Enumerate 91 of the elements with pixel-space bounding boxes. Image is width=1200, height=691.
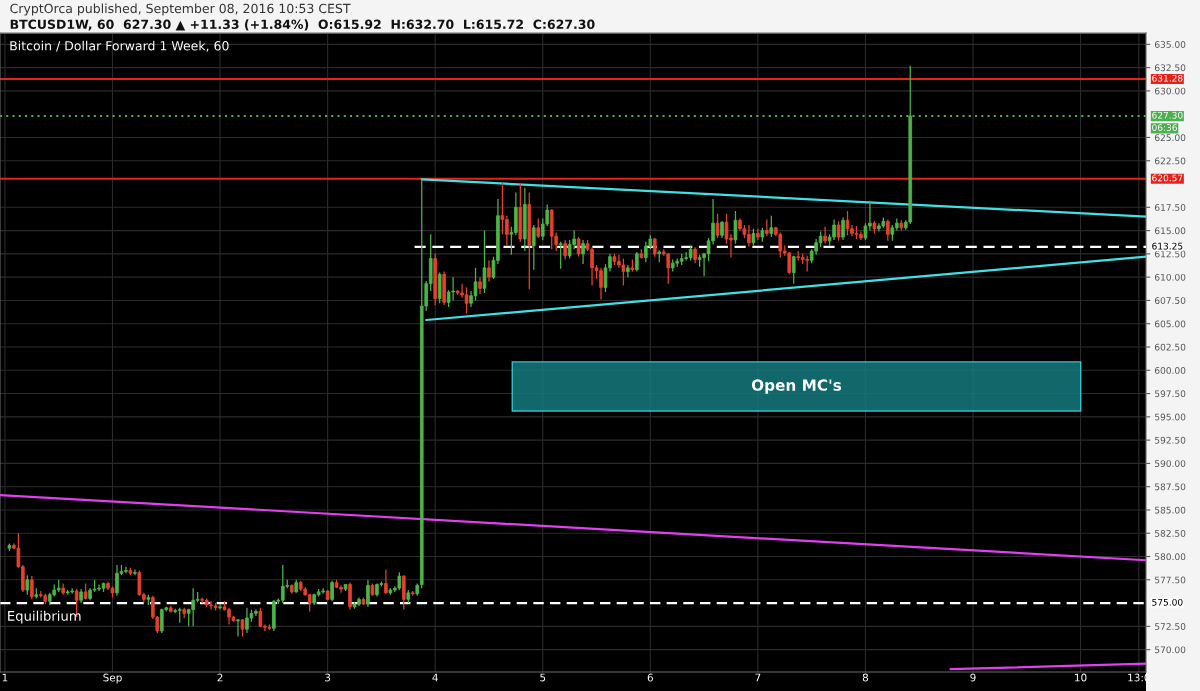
y-tick-label: 580.00: [1155, 553, 1186, 561]
candlestick: [652, 237, 657, 258]
candlestick: [836, 220, 841, 242]
y-tick-label: 602.50: [1154, 343, 1186, 351]
candlestick: [845, 210, 850, 236]
ref-line-label: 631.28: [1152, 74, 1183, 82]
y-tick-label: 615.00: [1154, 227, 1186, 235]
y-tick-label: 622.50: [1154, 157, 1186, 165]
candlestick: [487, 259, 491, 283]
annotation: Equilibrium: [8, 610, 81, 624]
y-tick-label: 600.00: [1154, 367, 1186, 374]
y-tick-label: 582.50: [1155, 529, 1186, 537]
y-tick-label: 635.00: [1154, 41, 1186, 48]
y-tick-label: 597.50: [1155, 390, 1186, 398]
x-tick-label: 5: [540, 673, 546, 682]
candlestick: [531, 224, 536, 271]
candlestick: [787, 251, 792, 275]
candlestick: [778, 231, 783, 259]
text: BTCUSD1W, 60 627.30 ▲ +11.33 (+1.84%) O:615.92 H:632.70 L:615.72 C:627.30: [10, 19, 595, 31]
candlestick: [621, 257, 626, 287]
candlestick: [832, 218, 836, 241]
y-tick-label: 632.50: [1154, 64, 1186, 72]
candlestick: [384, 568, 388, 595]
candlestick: [245, 607, 249, 634]
text: 06:36: [1152, 124, 1177, 131]
x-tick-label: 8: [862, 673, 869, 682]
y-tick-label: 612.50: [1154, 250, 1186, 258]
candlestick: [464, 286, 469, 315]
x-tick-label: 9: [970, 673, 976, 682]
candlestick: [482, 229, 487, 294]
candlestick: [366, 579, 370, 608]
x-tick-label: 6: [647, 673, 653, 682]
candlestick: [715, 213, 720, 239]
y-tick-label: 630.00: [1154, 87, 1186, 95]
candlestick: [733, 210, 738, 245]
y-tick-label: 585.00: [1155, 506, 1186, 514]
candlestick: [30, 575, 34, 600]
y-tick-label: 587.50: [1155, 483, 1186, 491]
candlestick: [644, 241, 648, 263]
candlestick: [115, 564, 119, 597]
x-tick-label: 10: [1075, 673, 1087, 682]
x-tick-label: Sep: [103, 673, 122, 684]
y-tick-label: 617.50: [1154, 204, 1186, 211]
ref-line-label: 575.00: [1152, 598, 1183, 606]
candlestick: [558, 241, 563, 270]
series-label: 613.25: [1152, 242, 1183, 250]
x-tick-label: 7: [755, 673, 761, 682]
x-tick-label: 4: [432, 673, 438, 682]
candlestick: [791, 255, 796, 285]
candlestick: [451, 276, 455, 302]
candlestick: [536, 217, 541, 239]
ref-line-label: 627.30: [1152, 111, 1183, 119]
candlestick: [25, 574, 30, 596]
y-tick-label: 607.50: [1154, 297, 1186, 304]
candlestick: [159, 608, 164, 634]
y-tick-label: 590.00: [1155, 460, 1186, 467]
candlestick: [581, 239, 585, 265]
candlestick: [348, 581, 352, 611]
candlestick: [137, 569, 142, 597]
candlestick: [841, 216, 845, 241]
annotation: Open MC's: [751, 379, 842, 394]
candlestick: [666, 252, 671, 285]
candlestick: [330, 580, 334, 602]
candlestick: [626, 264, 630, 278]
y-tick-label: 592.50: [1155, 436, 1186, 444]
x-tick-label: 1: [2, 673, 8, 682]
y-tick-label: 577.50: [1155, 576, 1186, 584]
candlestick: [563, 239, 567, 261]
text: Bitcoin / Dollar Forward 1 Week, 60: [10, 40, 229, 52]
candlestick: [877, 222, 881, 233]
chart-subtitle: CryptOrca published, September 08, 2016 10:53 CEST: [10, 3, 351, 16]
x-tick-label: 3: [325, 673, 331, 682]
y-tick-label: 610.00: [1154, 273, 1186, 281]
candlestick: [236, 618, 240, 638]
candlestick: [576, 236, 581, 258]
y-tick-label: 595.00: [1155, 413, 1186, 421]
candlestick: [402, 574, 406, 611]
y-tick-label: 572.50: [1155, 623, 1186, 630]
x-tick-label: 2: [217, 673, 223, 682]
candlestick: [339, 584, 343, 594]
candlestick: [823, 226, 827, 245]
candlestick: [635, 251, 639, 273]
candlestick: [500, 182, 505, 235]
y-tick-label: 605.00: [1154, 320, 1186, 328]
candlestick: [769, 215, 774, 238]
ref-line-label: 620.57: [1152, 174, 1183, 182]
y-tick-label: 570.00: [1155, 646, 1186, 654]
candlestick: [280, 564, 285, 604]
candlestick: [886, 218, 890, 242]
y-tick-label: 625.00: [1154, 134, 1186, 142]
candlestick: [218, 603, 222, 611]
